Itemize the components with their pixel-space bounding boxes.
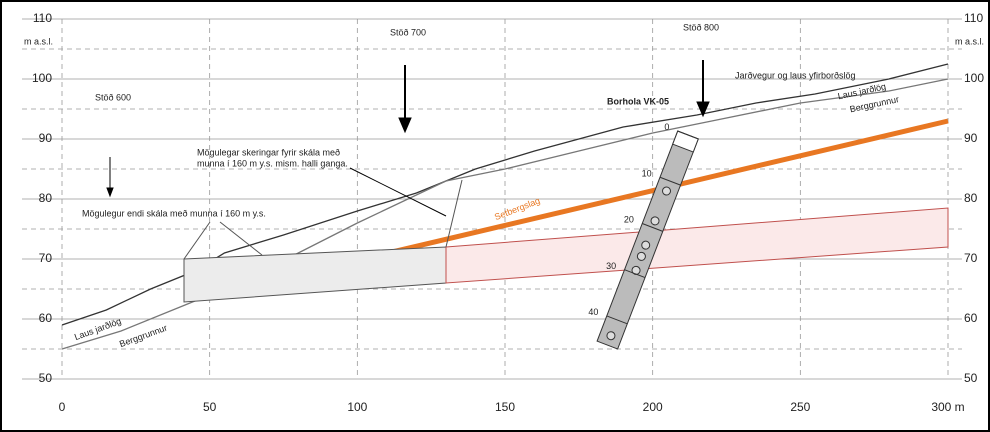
- x-tick-label: 0: [59, 400, 66, 414]
- y-tick-label: 100: [32, 71, 52, 85]
- y-tick-label: 110: [964, 11, 983, 25]
- y-tick-label: 60: [39, 311, 53, 325]
- x-tick-label: 300 m: [931, 400, 964, 414]
- y-unit: m a.s.l.: [24, 36, 53, 46]
- y-tick-label: 50: [39, 371, 53, 385]
- y-unit: m a.s.l.: [955, 36, 984, 46]
- y-tick-label: 70: [39, 251, 53, 265]
- annotation: Berggrunnur: [118, 323, 168, 350]
- y-tick-label: 80: [964, 191, 978, 205]
- hall: [184, 247, 446, 302]
- y-tick-label: 90: [39, 131, 53, 145]
- depth-label: 10: [642, 168, 652, 178]
- annotation: Stöð 600: [95, 92, 131, 102]
- cut-line: [184, 222, 210, 259]
- y-tick-label: 70: [964, 251, 978, 265]
- y-tick-label: 60: [964, 311, 978, 325]
- annotation: Stöð 700: [390, 27, 426, 37]
- y-tick-label: 80: [39, 191, 53, 205]
- annotation: Mögulegur endi skála með munna í 160 m y…: [82, 208, 266, 218]
- depth-label: 0: [664, 122, 669, 132]
- y-tick-label: 90: [964, 131, 978, 145]
- depth-label: 20: [624, 215, 634, 225]
- depth-label: 40: [588, 307, 598, 317]
- annotation: Borhola VK-05: [607, 96, 669, 106]
- leader: [220, 222, 262, 255]
- annotation: Stöð 800: [683, 22, 719, 32]
- depth-label: 30: [606, 261, 616, 271]
- y-tick-label: 100: [964, 71, 984, 85]
- x-tick-label: 250: [790, 400, 810, 414]
- annotation: Jarðvegur og laus yfirborðslög: [735, 70, 856, 80]
- y-tick-label: 50: [964, 371, 978, 385]
- annotation: munna í 160 m y.s. mism. halli ganga.: [197, 158, 348, 168]
- x-tick-label: 150: [495, 400, 515, 414]
- x-tick-label: 100: [347, 400, 367, 414]
- annotation: Mögulegar skeringar fyrir skála með: [197, 147, 340, 157]
- cross-section: 50506060707080809090100100110110m a.s.l.…: [0, 0, 990, 432]
- y-tick-label: 110: [33, 11, 52, 25]
- x-tick-label: 200: [643, 400, 663, 414]
- x-tick-label: 50: [203, 400, 217, 414]
